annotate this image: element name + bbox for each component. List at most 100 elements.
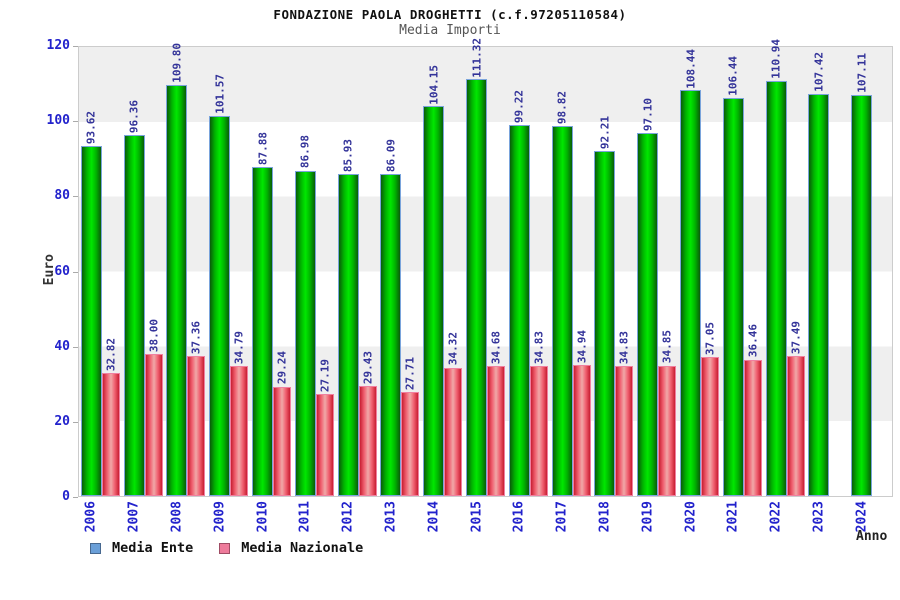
- bar-media-nazionale-2014: 34.32: [444, 332, 463, 496]
- bar-media-ente-2022: 110.94: [765, 39, 787, 496]
- bar-media-ente-2020: 108.44: [680, 49, 702, 496]
- bar-group-2012: 85.93 29.43 2012: [336, 47, 379, 532]
- value-label-media-ente-2013: 86.09: [384, 138, 398, 172]
- value-label-media-nazionale-2021: 36.46: [746, 324, 760, 358]
- bar-group-2014: 104.15 34.32 2014: [421, 47, 464, 532]
- x-tick-label-2008: 2008: [169, 501, 185, 533]
- bar-media-nazionale-2019: 34.85: [658, 330, 677, 496]
- x-tick-label-2007: 2007: [126, 501, 142, 533]
- value-label-media-ente-2009: 101.57: [213, 74, 227, 114]
- bar-media-ente-2023: 107.42: [808, 52, 830, 496]
- bar-media-nazionale-2010: 29.24: [273, 351, 292, 496]
- value-label-media-nazionale-2008: 37.36: [189, 321, 203, 355]
- value-label-media-ente-2024: 107.11: [855, 53, 869, 94]
- value-label-media-nazionale-2015: 34.68: [489, 331, 503, 365]
- value-label-media-ente-2019: 97.10: [641, 97, 655, 131]
- bar-media-nazionale-2020: 37.05: [701, 322, 720, 496]
- value-label-media-nazionale-2010: 29.24: [275, 351, 289, 385]
- bar-media-ente-2006: 93.62: [80, 111, 102, 496]
- bar-group-2017: 98.82 34.94 2017: [550, 47, 593, 532]
- value-label-media-nazionale-2018: 34.83: [617, 330, 631, 364]
- y-tick-mark-120: [73, 46, 78, 47]
- bar-group-2009: 101.57 34.79 2009: [207, 47, 250, 532]
- bar-media-nazionale-2018: 34.83: [615, 331, 634, 496]
- bar-group-2015: 111.32 34.68 2015: [464, 38, 507, 532]
- bar-media-nazionale-2015: 34.68: [487, 331, 506, 496]
- value-label-media-ente-2018: 92.21: [598, 115, 612, 149]
- value-label-media-nazionale-2017: 34.94: [575, 330, 589, 364]
- value-label-media-nazionale-2006: 32.82: [104, 338, 118, 372]
- legend: Media Ente Media Nazionale: [90, 540, 363, 556]
- y-tick-mark-20: [73, 421, 78, 423]
- x-tick-label-2010: 2010: [255, 501, 271, 533]
- bar-media-nazionale-2017: 34.94: [572, 330, 591, 496]
- y-tick-mark-40: [73, 346, 78, 348]
- bar-media-ente-2016: 99.22: [508, 90, 530, 496]
- x-tick-label-2023: 2023: [811, 501, 827, 533]
- value-label-media-ente-2017: 98.82: [555, 91, 569, 125]
- value-label-media-ente-2006: 93.62: [84, 110, 98, 144]
- legend-label-media-ente: Media Ente: [112, 540, 194, 556]
- x-tick-label-2021: 2021: [725, 501, 741, 533]
- bar-media-nazionale-2013: 27.71: [401, 357, 420, 496]
- value-label-media-ente-2008: 109.80: [170, 43, 184, 84]
- value-label-media-nazionale-2014: 34.32: [446, 332, 460, 366]
- y-tick-mark-100: [73, 121, 78, 123]
- y-tick-mark-0: [73, 497, 78, 498]
- y-tick-label-20: 20: [54, 413, 70, 429]
- bar-media-nazionale-2008: 37.36: [187, 321, 206, 496]
- value-label-media-nazionale-2012: 29.43: [361, 350, 375, 384]
- bar-media-nazionale-2012: 29.43: [358, 351, 377, 496]
- x-tick-label-2022: 2022: [768, 501, 784, 533]
- bar-media-nazionale-2022: 37.49: [786, 321, 805, 496]
- bar-media-ente-2018: 92.21: [594, 116, 616, 496]
- bar-media-nazionale-2021: 36.46: [743, 324, 762, 496]
- bar-media-ente-2008: 109.80: [166, 43, 188, 496]
- bar-media-ente-2013: 86.09: [380, 139, 402, 496]
- bar-media-ente-2021: 106.44: [722, 56, 744, 496]
- x-tick-label-2017: 2017: [554, 501, 570, 533]
- bar-media-ente-2009: 101.57: [209, 74, 231, 496]
- bar-group-2024: 107.11 2024: [849, 47, 892, 532]
- value-label-media-ente-2021: 106.44: [726, 56, 740, 96]
- x-tick-label-2012: 2012: [340, 501, 356, 533]
- bar-group-2021: 106.44 36.46 2021: [721, 47, 764, 532]
- bar-media-ente-2015: 111.32: [466, 38, 488, 496]
- bar-group-2013: 86.09 27.71 2013: [379, 47, 422, 532]
- value-label-media-nazionale-2022: 37.49: [789, 320, 803, 354]
- media-nazionale-swatch-icon: [219, 542, 231, 554]
- value-label-media-nazionale-2016: 34.83: [532, 330, 546, 364]
- bar-group-2010: 87.88 29.24 2010: [250, 47, 293, 532]
- bar-group-2023: 107.42 2023: [807, 47, 850, 532]
- value-label-media-nazionale-2019: 34.85: [660, 330, 674, 364]
- value-label-media-ente-2012: 85.93: [341, 139, 355, 173]
- bar-media-ente-2017: 98.82: [551, 91, 573, 496]
- value-label-media-ente-2016: 99.22: [512, 89, 526, 123]
- y-tick-label-80: 80: [54, 188, 70, 204]
- value-label-media-nazionale-2011: 27.19: [318, 359, 332, 393]
- bar-media-nazionale-2009: 34.79: [230, 331, 249, 496]
- value-label-media-ente-2014: 104.15: [427, 64, 441, 105]
- value-label-media-nazionale-2007: 38.00: [147, 318, 161, 352]
- x-tick-label-2019: 2019: [640, 501, 656, 533]
- x-tick-label-2016: 2016: [511, 501, 527, 533]
- bar-media-ente-2010: 87.88: [252, 132, 274, 496]
- bar-group-2006: 93.62 32.82 2006: [79, 47, 122, 532]
- y-tick-label-60: 60: [54, 263, 70, 279]
- media-ente-swatch-icon: [90, 542, 101, 554]
- value-label-media-nazionale-2009: 34.79: [232, 330, 246, 364]
- x-tick-label-2009: 2009: [212, 501, 228, 533]
- x-tick-label-2024: 2024: [854, 501, 870, 533]
- value-label-media-ente-2010: 87.88: [256, 132, 270, 166]
- legend-label-media-nazionale: Media Nazionale: [241, 540, 364, 556]
- bar-media-nazionale-2006: 32.82: [101, 338, 120, 496]
- x-axis-label: Anno: [856, 529, 888, 544]
- x-tick-label-2013: 2013: [383, 501, 399, 533]
- bar-media-ente-2024: 107.11: [851, 53, 873, 496]
- legend-item-media-ente: Media Ente: [90, 540, 193, 556]
- bar-group-2016: 99.22 34.83 2016: [507, 47, 550, 532]
- value-label-media-ente-2007: 96.36: [127, 100, 141, 134]
- bar-media-ente-2019: 97.10: [637, 98, 659, 496]
- bar-media-nazionale-2016: 34.83: [529, 331, 548, 496]
- bar-media-nazionale-2011: 27.19: [315, 359, 334, 496]
